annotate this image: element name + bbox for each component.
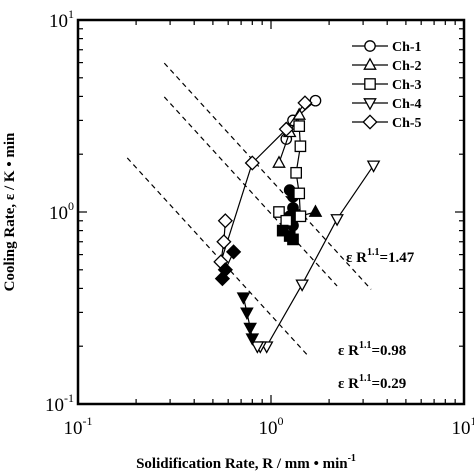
reference-line-labels: ε R1.1=1.47 ε R1.1=0.98 ε R1.1=0.29	[338, 247, 415, 392]
reference-lines	[126, 62, 372, 356]
legend: Ch-1 Ch-2 Ch-3 Ch-4 Ch-5	[352, 40, 422, 131]
data-point	[293, 187, 306, 200]
legend-marker	[363, 57, 377, 70]
data-point-filled	[240, 307, 254, 320]
x-tick-label: 100	[259, 414, 284, 439]
legend-marker	[364, 78, 376, 90]
reference-line-2	[163, 96, 338, 287]
legend-label: Ch-2	[392, 59, 422, 74]
data-point-filled	[287, 233, 299, 246]
data-point	[273, 206, 285, 218]
series-group	[213, 94, 381, 354]
data-point	[216, 234, 232, 250]
reference-label-3: ε R1.1=0.29	[338, 373, 406, 392]
data-point	[280, 214, 293, 227]
data-point-filled	[225, 244, 242, 260]
data-point	[290, 166, 303, 179]
data-point	[272, 155, 286, 168]
legend-label: Ch-5	[392, 116, 422, 131]
legend-marker	[364, 40, 376, 52]
tick-labels: 10-1 100 101 10-1 100 101	[45, 7, 474, 439]
reference-label-1: ε R1.1=1.47	[346, 247, 415, 266]
legend-label: Ch-4	[392, 97, 422, 112]
x-axis-label: Solidification Rate, R / mm • min-1	[136, 453, 356, 472]
y-tick-label: 10-1	[45, 391, 74, 416]
data-point-filled	[245, 333, 260, 346]
reference-label-2: ε R1.1=0.98	[338, 340, 406, 359]
legend-marker	[362, 114, 378, 130]
data-point	[366, 160, 381, 173]
data-point-filled	[236, 292, 251, 305]
y-tick-label: 100	[49, 199, 74, 224]
data-point	[293, 120, 306, 132]
series-2	[272, 107, 323, 222]
data-point-filled	[276, 224, 289, 237]
reference-line-3	[126, 157, 309, 356]
data-point-filled	[243, 322, 257, 336]
x-tick-label: 101	[452, 414, 474, 439]
y-axis-label: Cooling Rate, ε / K • min	[2, 132, 18, 291]
data-point-filled	[308, 204, 323, 217]
data-point	[295, 279, 309, 292]
legend-label: Ch-1	[392, 40, 422, 55]
data-point-filled	[214, 270, 231, 287]
series-4	[236, 160, 381, 354]
y-tick-label: 101	[49, 7, 74, 32]
reference-line-1	[163, 62, 372, 290]
axis-ticks	[77, 20, 464, 405]
series-3	[273, 120, 307, 246]
data-point	[244, 155, 260, 171]
data-point	[309, 94, 322, 107]
legend-marker	[363, 98, 377, 111]
data-point	[278, 121, 294, 137]
legend-label: Ch-3	[392, 78, 422, 93]
data-point	[294, 210, 307, 223]
series-5	[213, 95, 313, 287]
data-point	[330, 214, 344, 227]
data-point	[250, 341, 265, 354]
data-point	[217, 213, 233, 229]
data-point	[294, 140, 307, 153]
data-point	[297, 95, 313, 111]
x-tick-label: 10-1	[64, 414, 93, 439]
